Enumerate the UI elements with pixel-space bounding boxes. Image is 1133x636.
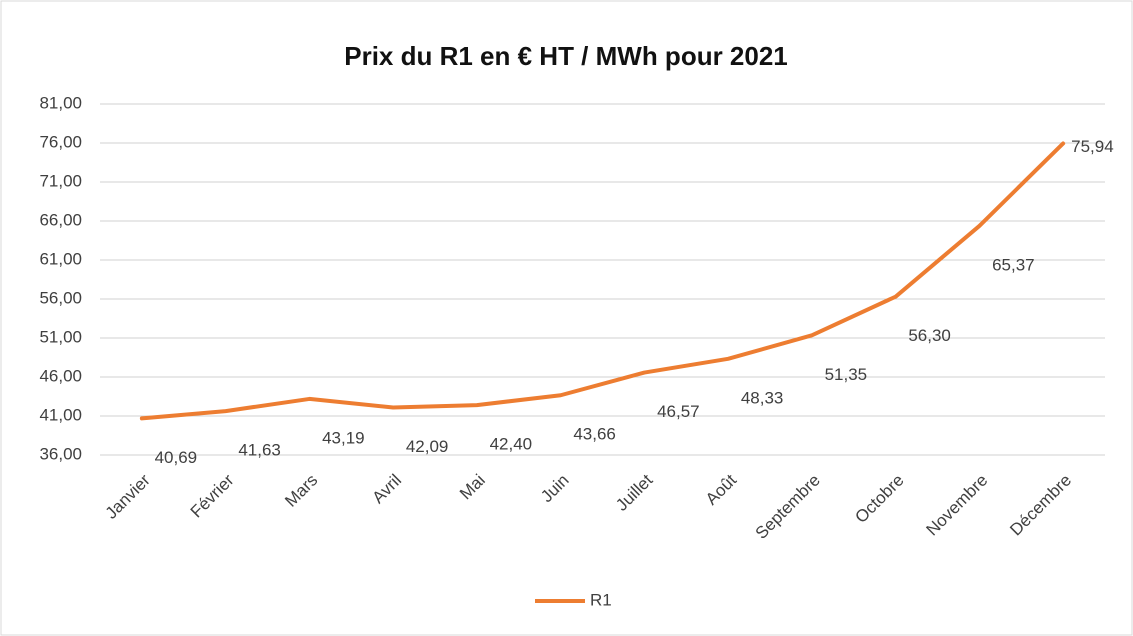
y-tick-label: 66,00 bbox=[39, 210, 82, 229]
y-tick-label: 61,00 bbox=[39, 249, 82, 268]
data-label: 42,09 bbox=[406, 437, 449, 456]
legend-label: R1 bbox=[590, 590, 612, 609]
data-label: 42,40 bbox=[490, 435, 533, 454]
y-tick-label: 41,00 bbox=[39, 405, 82, 424]
data-label: 46,57 bbox=[657, 402, 700, 421]
y-tick-label: 81,00 bbox=[39, 93, 82, 112]
data-label: 40,69 bbox=[155, 448, 198, 467]
chart-title: Prix du R1 en € HT / MWh pour 2021 bbox=[344, 41, 788, 71]
data-label: 41,63 bbox=[238, 441, 281, 460]
y-tick-label: 36,00 bbox=[39, 444, 82, 463]
series-line bbox=[139, 141, 1066, 421]
data-label: 56,30 bbox=[908, 326, 951, 345]
y-tick-label: 56,00 bbox=[39, 288, 82, 307]
data-label: 65,37 bbox=[992, 255, 1035, 274]
data-label: 48,33 bbox=[741, 388, 784, 407]
y-tick-label: 46,00 bbox=[39, 366, 82, 385]
data-label: 43,66 bbox=[573, 425, 616, 444]
y-tick-label: 51,00 bbox=[39, 327, 82, 346]
y-tick-label: 76,00 bbox=[39, 132, 82, 151]
data-label: 43,19 bbox=[322, 428, 365, 447]
data-label: 75,94 bbox=[1071, 137, 1114, 156]
data-label: 51,35 bbox=[825, 365, 868, 384]
y-tick-label: 71,00 bbox=[39, 171, 82, 190]
